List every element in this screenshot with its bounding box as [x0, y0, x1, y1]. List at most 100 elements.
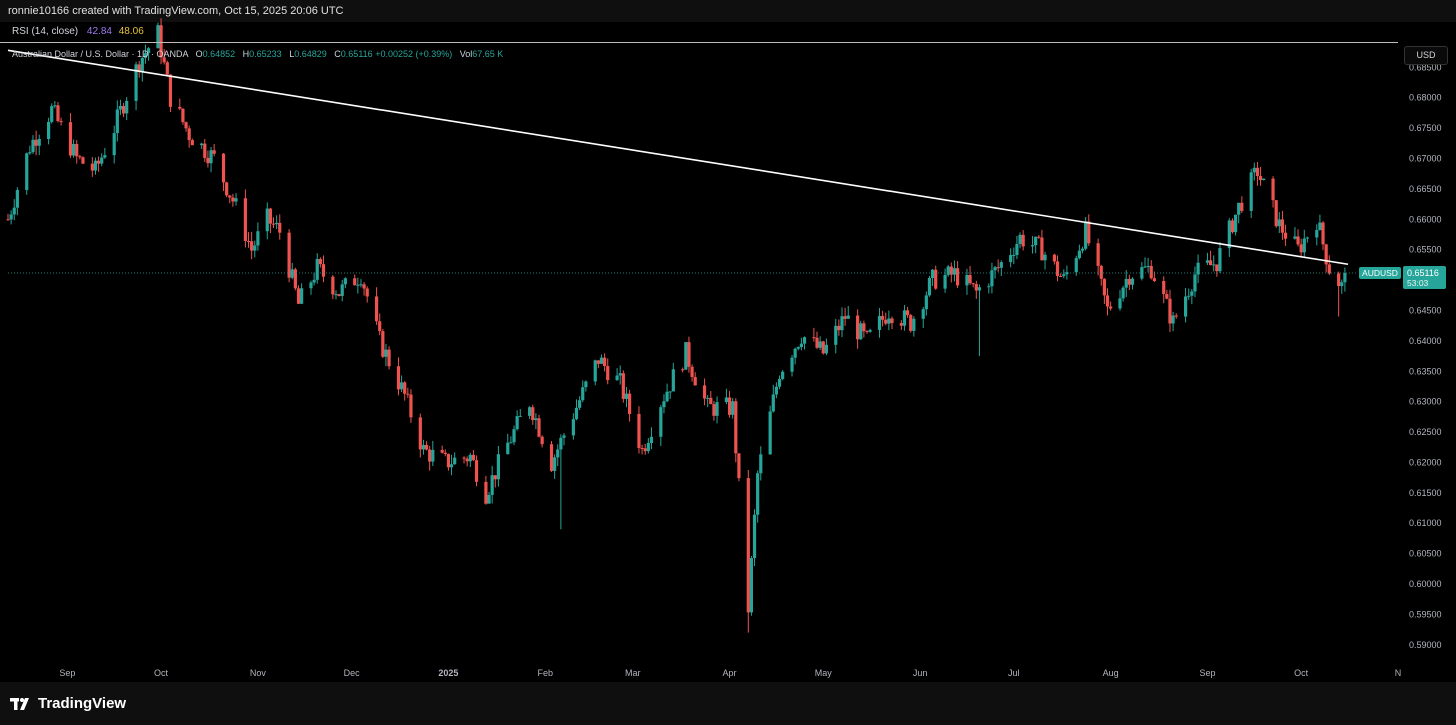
- candle-body: [659, 407, 663, 437]
- candle-body: [578, 400, 582, 408]
- candle-body: [300, 288, 304, 304]
- candle-body: [1240, 202, 1244, 211]
- candle-body: [1205, 260, 1210, 263]
- price-tick-label: 0.66000: [1409, 214, 1442, 224]
- candle-body: [118, 105, 123, 110]
- rsi-indicator-label[interactable]: RSI (14, close) 42.84 48.06: [12, 26, 144, 37]
- time-tick-label: Aug: [1103, 668, 1119, 678]
- symbol-tag-label: AUDUSD: [1362, 268, 1398, 278]
- price-chart[interactable]: 0.68500 0.68000 0.67500 0.67000 0.66500 0.660…: [0, 0, 1456, 682]
- candle-body: [821, 341, 825, 354]
- candle-body: [515, 416, 519, 430]
- rsi-value: 42.84: [86, 26, 112, 37]
- candle-body: [421, 444, 426, 450]
- candle-body: [559, 437, 563, 450]
- candle-body: [493, 475, 497, 480]
- candle-body: [1052, 254, 1057, 262]
- candle-body: [1324, 244, 1328, 265]
- candle-body: [1183, 296, 1188, 317]
- candle-body: [484, 481, 488, 504]
- candle-body: [496, 454, 501, 480]
- candle-body: [59, 120, 63, 123]
- candle-body: [856, 315, 860, 340]
- candle-body: [396, 366, 401, 390]
- candle-body: [121, 105, 126, 114]
- candle-body: [1230, 220, 1235, 233]
- candle-body: [737, 453, 741, 479]
- candle-body: [987, 286, 991, 288]
- candle-body: [815, 337, 819, 348]
- candle-body: [1252, 167, 1256, 173]
- candle-body: [509, 442, 513, 444]
- price-axis: 0.68500 0.68000 0.67500 0.67000 0.66500 0.660…: [1409, 62, 1442, 649]
- trendline[interactable]: [7, 49, 1349, 266]
- candle-body: [1318, 222, 1322, 230]
- candle-body: [1105, 295, 1110, 307]
- candle-body: [399, 382, 404, 390]
- candle-body: [955, 268, 960, 286]
- candle-body: [712, 404, 716, 416]
- candle-body: [187, 128, 191, 141]
- candle-body: [112, 133, 116, 156]
- candle-body: [796, 347, 800, 349]
- candle-body: [593, 360, 597, 382]
- candle-body: [1087, 221, 1091, 244]
- chart-area[interactable]: [0, 22, 1456, 682]
- time-tick-label: Jul: [1008, 668, 1020, 678]
- candle-body: [993, 267, 997, 271]
- candle-body: [1215, 264, 1219, 272]
- open-value: 0.64852: [202, 49, 236, 59]
- candle-body: [877, 315, 882, 330]
- symbol-legend[interactable]: Australian Dollar / U.S. Dollar · 1D · O…: [12, 49, 503, 59]
- candle-body: [884, 319, 888, 324]
- candle-body: [952, 268, 957, 275]
- candle-body: [924, 295, 928, 310]
- candle-body: [1280, 219, 1285, 233]
- candle-body: [665, 391, 669, 402]
- candle-body: [246, 240, 251, 242]
- candle-body: [490, 475, 494, 495]
- candle-body: [1227, 220, 1231, 249]
- candle-body: [181, 108, 185, 123]
- candle-body: [793, 348, 797, 358]
- candle-body: [627, 393, 632, 414]
- candle-body: [734, 401, 738, 454]
- candle-body: [715, 402, 719, 416]
- candle-body: [1040, 237, 1044, 261]
- time-tick-label: Oct: [1294, 668, 1309, 678]
- candle-body: [668, 391, 672, 393]
- candle-body: [965, 275, 969, 286]
- candle-body: [31, 139, 35, 153]
- symbol-name: Australian Dollar / U.S. Dollar · 1D · O…: [12, 49, 189, 59]
- candle-body: [1099, 265, 1103, 279]
- candle-body: [71, 144, 76, 156]
- candle-body: [359, 284, 363, 286]
- candle-body: [684, 342, 688, 370]
- candle-body: [671, 369, 675, 392]
- candle-body: [1299, 244, 1303, 253]
- candle-body: [12, 207, 16, 215]
- candle-body: [1293, 236, 1297, 239]
- candle-body: [840, 316, 844, 331]
- candle-body: [96, 160, 101, 164]
- candle-body: [1271, 178, 1275, 201]
- candle-body: [1077, 250, 1081, 259]
- candle-body: [649, 436, 654, 444]
- candle-body: [265, 208, 269, 232]
- candle-body: [271, 223, 276, 225]
- candle-body: [50, 106, 54, 122]
- currency-button[interactable]: USD: [1404, 46, 1448, 65]
- candle-body: [387, 349, 391, 367]
- candle-body: [537, 418, 541, 437]
- candle-body: [1277, 219, 1281, 227]
- candle-body: [468, 454, 472, 462]
- candle-body: [1074, 258, 1078, 273]
- candle-body: [1162, 281, 1166, 295]
- pane-separator[interactable]: [0, 42, 1398, 43]
- candle-body: [902, 310, 907, 326]
- tradingview-logo[interactable]: TradingView: [10, 695, 126, 712]
- candle-body: [1080, 248, 1085, 251]
- candle-body: [331, 276, 335, 295]
- candle-body: [571, 419, 575, 436]
